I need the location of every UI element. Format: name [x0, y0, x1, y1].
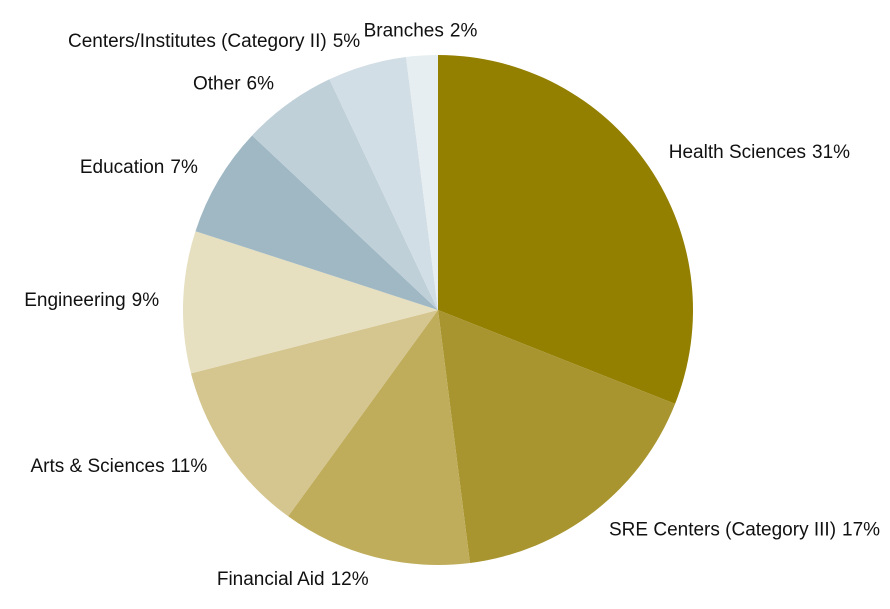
pie-slice	[288, 310, 470, 565]
pie-slice	[182, 231, 438, 374]
slice-value: 9%	[132, 290, 160, 311]
slice-value: 12%	[331, 569, 369, 590]
pie-slice	[438, 55, 693, 404]
pie-slice	[252, 79, 438, 310]
slice-category: Education	[80, 157, 165, 178]
slice-label: Branches 2%	[364, 21, 478, 42]
slice-value: 6%	[247, 73, 275, 94]
slice-label: Financial Aid 12%	[217, 569, 369, 590]
slice-label: Other 6%	[193, 73, 274, 94]
slice-category: Arts & Sciences	[31, 456, 165, 477]
slice-value: 17%	[842, 519, 880, 540]
slice-category: SRE Centers (Category III)	[609, 519, 836, 540]
slice-category: Other	[193, 73, 241, 94]
pie-slice	[191, 310, 438, 517]
slice-category: Health Sciences	[669, 142, 806, 163]
slice-value: 11%	[171, 456, 208, 477]
slice-value: 31%	[812, 142, 850, 163]
pie-slice	[406, 55, 438, 310]
slice-value: 5%	[333, 31, 361, 52]
slice-category: Financial Aid	[217, 569, 325, 590]
slice-category: Engineering	[24, 290, 125, 311]
pie-slice	[195, 135, 438, 310]
slice-label: Centers/Institutes (Category II) 5%	[68, 31, 360, 52]
slice-category: Centers/Institutes (Category II)	[68, 31, 327, 52]
pie-slice	[329, 57, 438, 311]
slice-label: SRE Centers (Category III) 17%	[609, 519, 880, 540]
slice-value: 2%	[450, 21, 478, 42]
slice-label: Health Sciences 31%	[669, 142, 850, 163]
slice-category: Branches	[364, 21, 444, 42]
slice-label: Arts & Sciences 11%	[31, 456, 208, 477]
slice-label: Education 7%	[80, 157, 198, 178]
pie-slice	[438, 310, 676, 563]
slice-value: 7%	[170, 157, 198, 178]
slice-label: Engineering 9%	[24, 290, 159, 311]
